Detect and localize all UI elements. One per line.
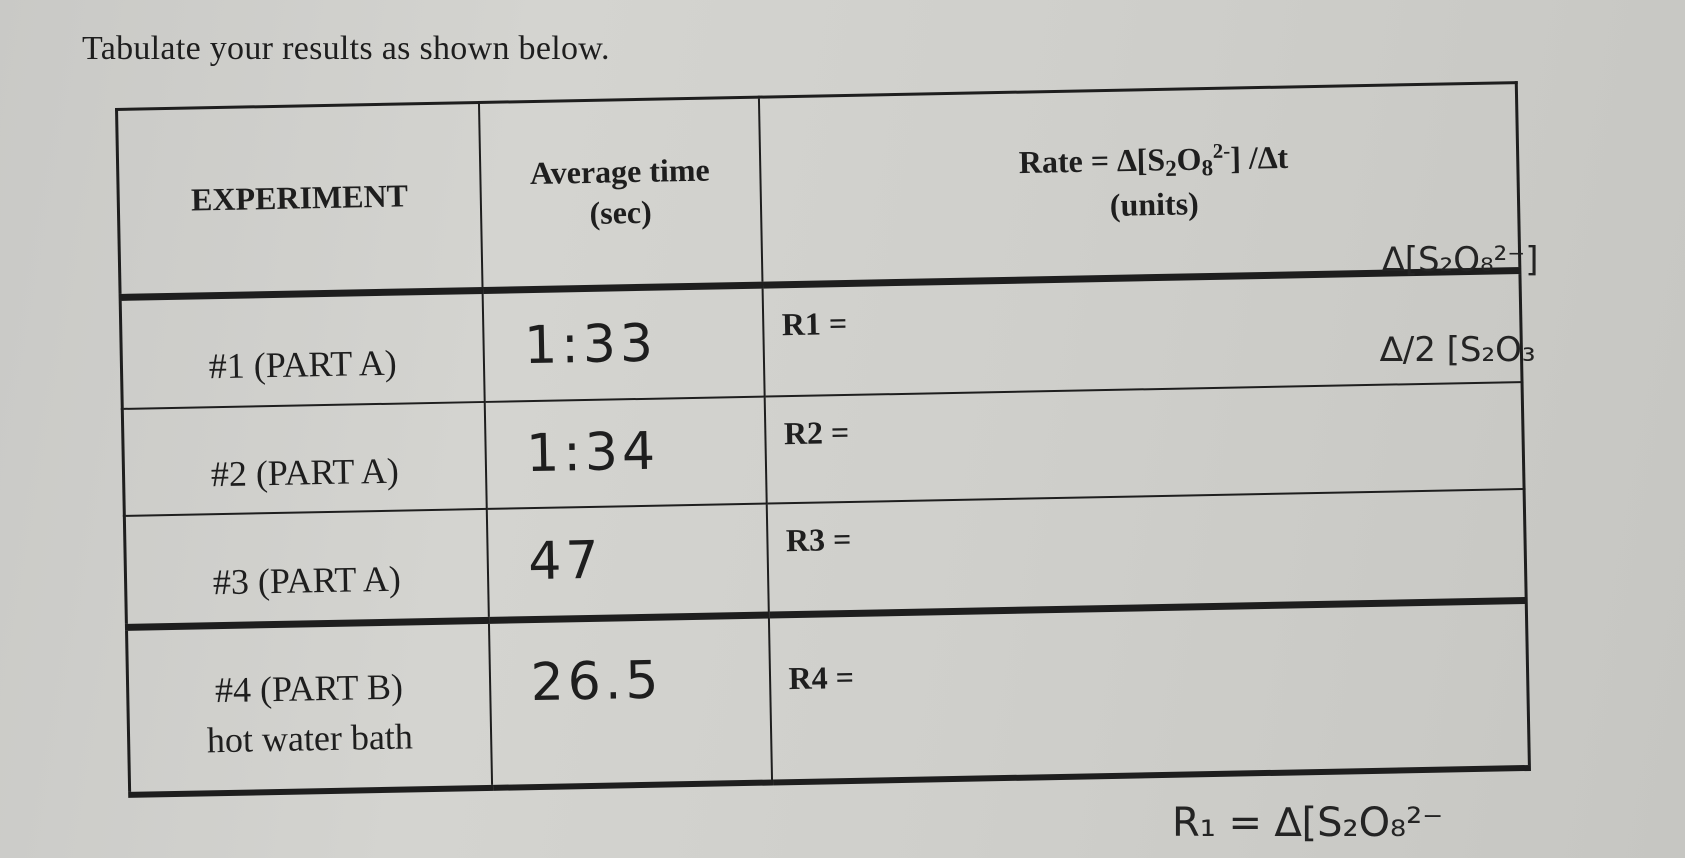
experiment-sublabel: hot water bath [206,715,414,760]
average-time-cell: 26.5 [488,615,772,788]
rate-cell: R4 = [768,600,1530,783]
rate-prefix: Rate = ∆[S [1018,141,1166,180]
header-experiment: EXPERIMENT [116,102,483,297]
header-average-time: Average time (sec) [478,97,763,291]
average-time-cell: 47 [486,503,769,621]
table-header-row: EXPERIMENT Average time (sec) Rate = ∆[S… [116,82,1520,297]
rate-sup: 2- [1212,139,1231,163]
average-time-cell: 1:33 [482,284,765,402]
experiment-cell: #2 (PART A) [122,401,487,516]
average-time-cell: 1:34 [484,396,767,509]
rate-cell: R3 = [766,488,1527,616]
experiment-cell: #3 (PART A) [124,508,489,628]
margin-note-2: ∆/2 [S₂O₃ [1380,330,1536,370]
margin-note-1: ∆[S₂O₈²⁻] [1382,240,1539,280]
rate-suffix: ] /∆t [1229,138,1289,176]
rate-sub1: 2 [1164,154,1177,181]
instruction-text: Tabulate your results as shown below. [82,30,610,67]
header-average-time-line1: Average time [529,151,711,191]
experiment-cell: #4 (PART B) hot water bath [126,620,492,795]
header-average-time-line2: (sec) [589,194,653,232]
rate-mid: O [1176,140,1202,177]
experiment-label: #4 (PART B) [214,666,404,710]
rate-sub2: 8 [1201,154,1214,181]
table-row: #4 (PART B) hot water bath 26.5 R4 = [126,600,1530,795]
rate-cell: R2 = [764,381,1525,504]
margin-note-3: R₁ = ∆[S₂O₈²⁻ [1172,800,1444,846]
experiment-cell: #1 (PART A) [120,290,485,409]
results-table: EXPERIMENT Average time (sec) Rate = ∆[S… [115,81,1531,798]
